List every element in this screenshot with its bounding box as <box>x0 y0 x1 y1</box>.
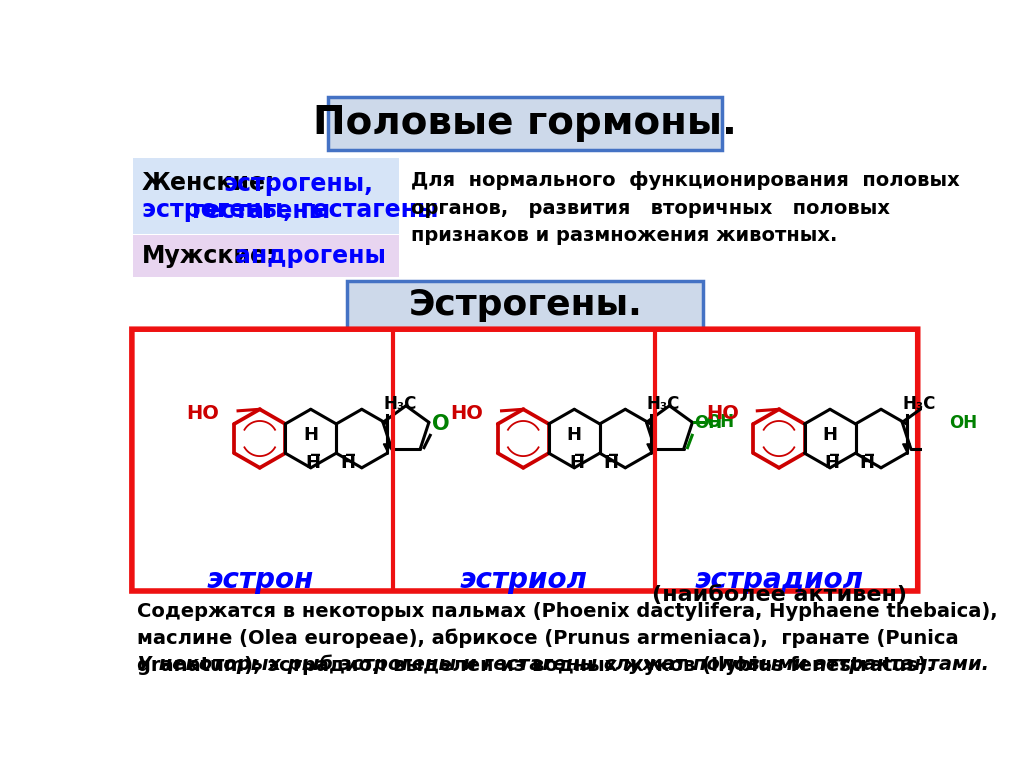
Text: андрогены: андрогены <box>234 244 386 268</box>
Text: HO: HO <box>706 403 738 423</box>
FancyBboxPatch shape <box>133 235 399 277</box>
Text: OH: OH <box>949 414 978 433</box>
Text: H̅: H̅ <box>569 454 584 472</box>
Text: H₃C: H₃C <box>902 395 936 413</box>
Polygon shape <box>902 444 910 452</box>
Text: эстрогены,: эстрогены, <box>223 173 374 196</box>
Text: OH: OH <box>693 414 722 433</box>
Text: эстрогены, гестагены: эстрогены, гестагены <box>142 198 438 222</box>
Text: H: H <box>303 426 318 443</box>
Text: гестагены: гестагены <box>191 199 330 222</box>
Text: HO: HO <box>186 403 219 423</box>
Text: Содержатся в некоторых пальмах (Phoenix dactylifera, Hyphaene thebaica),
маслине: Содержатся в некоторых пальмах (Phoenix … <box>137 602 998 675</box>
Text: H̅: H̅ <box>305 454 321 472</box>
Text: H̅: H̅ <box>825 454 840 472</box>
Polygon shape <box>383 444 391 452</box>
Text: (наиболее активен): (наиболее активен) <box>651 585 906 605</box>
Text: эстрадиол: эстрадиол <box>694 565 863 594</box>
FancyBboxPatch shape <box>133 158 399 235</box>
Text: У некоторых рыб эстрогены и гестагены служат половыми аттрактантами.: У некоторых рыб эстрогены и гестагены сл… <box>137 654 989 673</box>
Text: H̅: H̅ <box>340 454 355 472</box>
Text: Половые гормоны.: Половые гормоны. <box>313 104 737 142</box>
Text: OH: OH <box>707 413 734 431</box>
Text: H̅: H̅ <box>859 454 874 472</box>
Text: эстриол: эстриол <box>459 565 587 594</box>
Polygon shape <box>647 444 654 452</box>
Text: эстрон: эстрон <box>206 565 313 594</box>
FancyBboxPatch shape <box>132 329 918 591</box>
Text: H₃C: H₃C <box>383 395 417 413</box>
Text: H: H <box>822 426 838 443</box>
Text: Мужские:: Мужские: <box>142 244 276 268</box>
FancyBboxPatch shape <box>328 97 722 150</box>
Text: Для  нормального  функционирования  половых
органов,   развития   вторичных   по: Для нормального функционирования половых… <box>411 171 959 245</box>
Text: Женские:: Женские: <box>142 171 275 195</box>
Text: O: O <box>432 413 450 434</box>
Text: H̅: H̅ <box>604 454 618 472</box>
FancyBboxPatch shape <box>347 281 703 329</box>
Text: H₃C: H₃C <box>647 395 680 413</box>
Text: Эстрогены.: Эстрогены. <box>409 288 642 322</box>
Text: H: H <box>566 426 582 443</box>
Text: HO: HO <box>451 403 483 423</box>
